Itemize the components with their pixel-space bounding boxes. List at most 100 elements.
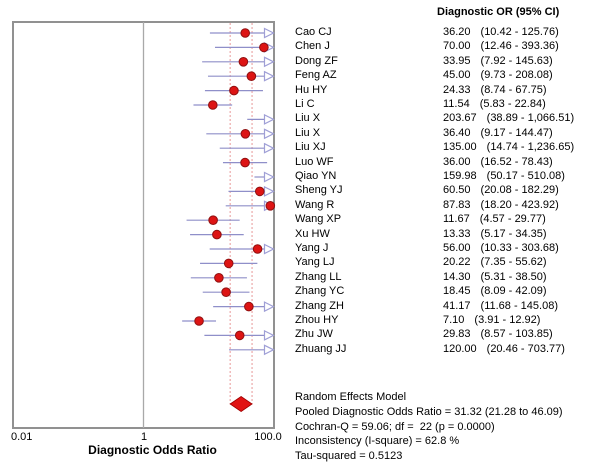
study-name: Chen J bbox=[295, 40, 330, 53]
estimate-marker bbox=[240, 28, 251, 38]
study-row: Zhang ZH 41.17 (11.68 - 145.08) bbox=[295, 300, 558, 314]
summary-tau-squared: Tau-squared = 0.5123 bbox=[295, 450, 403, 462]
study-or-value: 18.45 bbox=[443, 285, 471, 298]
study-ci-value: (4.57 - 29.77) bbox=[479, 213, 546, 226]
study-ci-value: (9.17 - 144.47) bbox=[480, 126, 553, 139]
x-tick-100: 100.0 bbox=[254, 431, 282, 443]
study-row: Zhang YC 18.45 (8.09 - 42.09) bbox=[295, 285, 547, 299]
study-name: Yang J bbox=[295, 242, 329, 254]
study-ci-value: (10.42 - 125.76) bbox=[480, 26, 559, 38]
estimate-marker bbox=[208, 215, 218, 225]
study-row: Dong ZF 33.95 (7.92 - 145.63) bbox=[295, 55, 553, 69]
study-ci-value: (7.92 - 145.63) bbox=[480, 54, 553, 67]
study-or-value: 36.20 bbox=[443, 26, 471, 38]
summary-cochran-q: Cochran-Q = 59.06; df = 22 (p = 0.0000) bbox=[295, 420, 495, 433]
study-ci-value: (5.17 - 34.35) bbox=[480, 227, 547, 240]
ci-clipped-arrow-icon bbox=[263, 185, 275, 197]
study-row: Zhuang JJ 120.00 (20.46 - 703.77) bbox=[295, 343, 565, 357]
study-or-value: 45.00 bbox=[443, 69, 471, 82]
study-ci-value: (7.35 - 55.62) bbox=[480, 256, 547, 269]
study-or-value: 24.33 bbox=[443, 83, 471, 96]
x-axis-label: Diagnostic Odds Ratio bbox=[88, 443, 217, 457]
study-row: Chen J 70.00 (12.46 - 393.36) bbox=[295, 40, 559, 54]
study-row: Luo WF 36.00 (16.52 - 78.43) bbox=[295, 156, 553, 170]
study-or-value: 120.00 bbox=[443, 342, 477, 355]
estimate-marker bbox=[265, 201, 276, 211]
study-name: Luo WF bbox=[295, 155, 334, 168]
study-ci-value: (12.46 - 393.36) bbox=[480, 40, 559, 53]
estimate-marker bbox=[254, 186, 265, 197]
ci-clipped-arrow-icon bbox=[263, 70, 275, 82]
study-ci-value: (5.83 - 22.84) bbox=[479, 98, 546, 110]
study-name: Li C bbox=[295, 98, 315, 110]
study-or-value: 56.00 bbox=[443, 242, 471, 254]
study-ci-value: (18.20 - 423.92) bbox=[480, 198, 559, 211]
estimate-marker bbox=[252, 244, 263, 254]
study-row: Li C 11.54 (5.83 - 22.84) bbox=[295, 98, 546, 112]
study-name: Sheng YJ bbox=[295, 184, 343, 197]
study-ci-value: (11.68 - 145.08) bbox=[480, 299, 558, 312]
study-name: Yang LJ bbox=[295, 256, 335, 269]
study-or-value: 20.22 bbox=[443, 256, 471, 269]
study-ci-value: (50.17 - 510.08) bbox=[486, 170, 565, 182]
study-row: Xu HW 13.33 (5.17 - 34.35) bbox=[295, 228, 547, 242]
study-ci-value: (8.09 - 42.09) bbox=[480, 285, 547, 298]
estimate-marker bbox=[240, 129, 251, 139]
ci-clipped-arrow-icon bbox=[263, 243, 275, 255]
ci-clipped-arrow-icon bbox=[263, 142, 275, 154]
study-or-value: 11.54 bbox=[443, 98, 470, 110]
column-header-diagnostic-or: Diagnostic OR (95% CI) bbox=[437, 6, 560, 18]
study-ci-value: (9.73 - 208.08) bbox=[480, 69, 553, 82]
study-or-value: 36.00 bbox=[443, 155, 471, 168]
study-or-value: 29.83 bbox=[443, 328, 471, 341]
study-or-value: 7.10 bbox=[443, 314, 465, 326]
ci-clipped-arrow-icon bbox=[263, 56, 275, 68]
estimate-marker bbox=[221, 287, 231, 298]
summary-block: Random Effects Model Pooled Diagnostic O… bbox=[295, 390, 563, 462]
study-or-value: 41.17 bbox=[443, 299, 471, 312]
study-ci-value: (20.46 - 703.77) bbox=[486, 342, 565, 355]
ci-clipped-arrow-icon bbox=[263, 344, 275, 356]
study-row: Wang XP 11.67 (4.57 - 29.77) bbox=[295, 213, 546, 227]
study-row: Yang LJ 20.22 (7.35 - 55.62) bbox=[295, 256, 547, 270]
study-name: Zhang YC bbox=[295, 285, 345, 298]
study-name: Zhou HY bbox=[295, 314, 339, 326]
study-name: Liu X bbox=[295, 112, 321, 125]
study-name: Zhang LL bbox=[295, 270, 342, 283]
study-row: Zhu JW 29.83 (8.57 - 103.85) bbox=[295, 328, 553, 342]
ci-clipped-arrow-icon bbox=[263, 171, 275, 183]
study-name: Wang XP bbox=[295, 213, 342, 226]
x-tick-0-01: 0.01 bbox=[11, 431, 33, 443]
study-name: Hu HY bbox=[295, 83, 328, 96]
study-name: Liu XJ bbox=[295, 141, 326, 154]
study-row: Feng AZ 45.00 (9.73 - 208.08) bbox=[295, 69, 553, 83]
study-row: Liu X 36.40 (9.17 - 144.47) bbox=[295, 127, 553, 141]
ci-clipped-arrow-icon bbox=[263, 128, 275, 140]
ci-clipped-arrow-icon bbox=[263, 27, 275, 39]
study-or-value: 14.30 bbox=[443, 270, 471, 283]
estimate-marker bbox=[208, 100, 218, 110]
estimate-marker bbox=[223, 258, 234, 269]
summary-model-label: Random Effects Model bbox=[295, 391, 407, 403]
study-row: Cao CJ 36.20 (10.42 - 125.76) bbox=[295, 26, 559, 40]
study-name: Zhang ZH bbox=[295, 299, 344, 312]
ci-clipped-arrow-icon bbox=[263, 329, 275, 341]
estimate-marker bbox=[229, 85, 239, 96]
estimate-marker bbox=[240, 157, 250, 168]
study-ci-value: (38.89 - 1,066.51) bbox=[486, 112, 575, 125]
study-or-value: 135.00 bbox=[443, 141, 477, 154]
study-row: Liu XJ 135.00 (14.74 - 1,236.65) bbox=[295, 141, 574, 155]
study-or-value: 36.40 bbox=[443, 126, 471, 139]
estimate-marker bbox=[246, 71, 257, 81]
estimate-marker bbox=[244, 301, 254, 312]
study-or-value: 87.83 bbox=[443, 198, 471, 211]
summary-inconsistency: Inconsistency (I-square) = 62.8 % bbox=[295, 435, 460, 448]
study-row: Zhou HY 7.10 (3.91 - 12.92) bbox=[295, 314, 540, 328]
study-name: Zhu JW bbox=[295, 328, 333, 341]
summary-diamond bbox=[229, 396, 253, 412]
ci-clipped-arrow-icon bbox=[263, 301, 275, 313]
study-row: Yang J 56.00 (10.33 - 303.68) bbox=[295, 242, 559, 256]
study-or-value: 11.67 bbox=[443, 213, 470, 226]
summary-pooled-or: Pooled Diagnostic Odds Ratio = 31.32 (21… bbox=[295, 405, 563, 418]
